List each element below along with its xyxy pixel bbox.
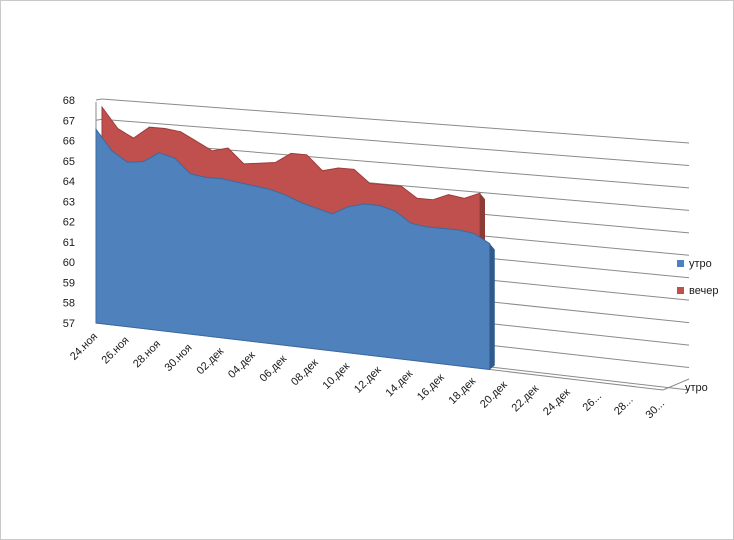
y-tick-label: 65	[63, 156, 75, 168]
x-tick-label: 22.дек	[510, 383, 542, 415]
x-tick-label: 18.дек	[447, 375, 479, 407]
area-side-morning	[489, 243, 495, 370]
x-tick-label: 28...	[612, 394, 636, 418]
y-gridline-tick	[95, 118, 103, 121]
y-tick-label: 60	[63, 257, 75, 269]
legend-swatch-morning	[677, 260, 684, 267]
legend-item-evening: вечер	[677, 277, 718, 304]
x-tick-label: 24.дек	[541, 386, 573, 418]
x-tick-label: 14.дек	[384, 368, 416, 400]
x-tick-label: 20.дек	[478, 379, 510, 411]
y-gridline-tick	[95, 98, 103, 101]
legend-item-morning: утро	[677, 250, 718, 277]
x-tick-label: 24.ноя	[68, 331, 100, 363]
x-tick-label: 16.дек	[415, 371, 447, 403]
legend-label-morning: утро	[689, 257, 712, 270]
y-tick-label: 68	[63, 95, 75, 107]
x-tick-label: 30.ноя	[162, 342, 194, 374]
y-tick-label: 67	[63, 115, 75, 127]
legend: утро вечер	[677, 250, 718, 304]
y-tick-label: 66	[63, 136, 75, 148]
x-tick-label: 28.ноя	[131, 338, 163, 370]
y-gridline	[101, 98, 690, 144]
x-tick-label: 30...	[643, 398, 667, 422]
x-tick-label: 26...	[580, 390, 604, 414]
y-tick-label: 62	[63, 217, 75, 229]
x-tick-label: 04.дек	[226, 349, 258, 381]
depth-axis-label: утро	[685, 382, 708, 394]
x-tick-label: 12.дек	[352, 364, 384, 396]
x-tick-label: 26.ноя	[99, 334, 131, 366]
area-series-morning	[95, 127, 491, 371]
y-tick-label: 63	[63, 196, 75, 208]
y-tick-label: 58	[63, 298, 75, 310]
y-tick-label: 57	[63, 318, 75, 330]
x-tick-label: 02.дек	[195, 345, 227, 377]
y-tick-label: 64	[63, 176, 75, 188]
floor-right-edge	[662, 378, 690, 391]
legend-swatch-evening	[677, 287, 684, 294]
y-tick-label: 61	[63, 237, 75, 249]
x-tick-label: 08.дек	[289, 357, 321, 389]
x-tick-label: 06.дек	[258, 353, 290, 385]
legend-label-evening: вечер	[689, 284, 719, 297]
y-gridline	[101, 118, 690, 166]
y-tick-label: 59	[63, 277, 75, 289]
x-tick-label: 10.дек	[321, 360, 353, 392]
